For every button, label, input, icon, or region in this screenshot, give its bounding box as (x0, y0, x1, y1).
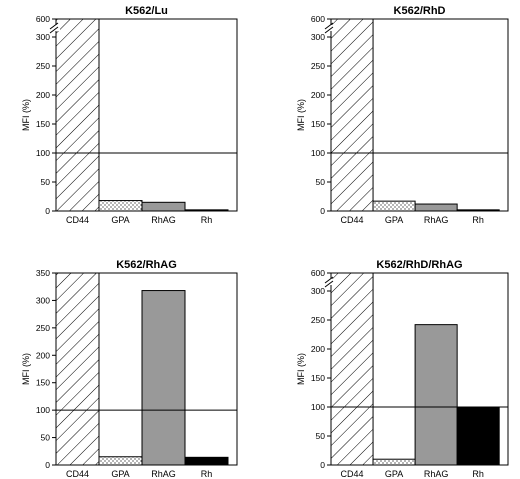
bar-gpa (98, 200, 143, 212)
y-tick-label: 250 (36, 323, 50, 333)
y-tick-label: 300 (311, 32, 325, 42)
chart-panel-1: K562/Lu CD44 GPA RhAG Rh 0 50 100 150 200 250 300 60… (21, 5, 238, 225)
category-label: RhAG (424, 215, 449, 225)
y-tick-label: 0 (320, 206, 325, 216)
axis-break-mark (49, 22, 59, 30)
y-tick-label: 300 (36, 295, 50, 305)
bar-rhag (141, 290, 186, 466)
plot-frame (330, 272, 509, 466)
plot-frame (55, 18, 238, 212)
bar-gpa (98, 456, 143, 466)
y-tick-label: 250 (311, 61, 325, 71)
category-label: GPA (111, 469, 129, 479)
y-tick-label: 0 (45, 460, 50, 470)
category-label: GPA (385, 215, 403, 225)
chart-panel-3: K562/RhAG CD44 GPA RhAG Rh 0 50 100 150 200 250 300… (21, 259, 238, 479)
axis-break-mark (324, 26, 334, 34)
category-label: RhAG (151, 215, 176, 225)
y-tick-label: 200 (311, 90, 325, 100)
y-tick-label: 600 (311, 14, 325, 24)
chart-title: K562/RhAG (116, 259, 177, 271)
bar-cd44 (330, 272, 374, 466)
y-tick-label: 0 (45, 206, 50, 216)
y-tick-label: 150 (311, 119, 325, 129)
plot-frame (330, 18, 509, 212)
category-label: GPA (111, 215, 129, 225)
bar-cd44 (55, 272, 100, 466)
chart-title: K562/RhD (394, 5, 446, 17)
bar-gpa (372, 458, 416, 466)
bar-gpa (372, 200, 416, 212)
y-axis-label: MFI (%) (21, 99, 31, 131)
y-tick-label: 250 (311, 315, 325, 325)
y-axis-label: MFI (%) (296, 99, 306, 131)
axis-break-mark (324, 276, 334, 284)
y-tick-label: 200 (311, 344, 325, 354)
category-label: Rh (472, 469, 484, 479)
axis-break-mark (49, 26, 59, 34)
category-label: RhAG (424, 469, 449, 479)
category-label: Rh (201, 469, 213, 479)
y-tick-label: 100 (311, 402, 325, 412)
bar-cd44 (330, 18, 374, 212)
category-label: Rh (201, 215, 213, 225)
y-tick-label: 300 (311, 286, 325, 296)
bar-rh (184, 456, 229, 466)
y-axis-label: MFI (%) (21, 353, 31, 385)
y-tick-label: 50 (41, 177, 51, 187)
category-label: CD44 (341, 215, 364, 225)
y-tick-label: 100 (36, 405, 50, 415)
category-label: CD44 (341, 469, 364, 479)
y-tick-label: 250 (36, 61, 50, 71)
bar-rh (456, 406, 500, 466)
axis-break-mark (324, 280, 334, 288)
y-tick-label: 600 (311, 268, 325, 278)
y-tick-label: 50 (316, 177, 326, 187)
category-label: CD44 (66, 469, 89, 479)
y-tick-label: 150 (36, 119, 50, 129)
category-label: RhAG (151, 469, 176, 479)
y-tick-label: 200 (36, 90, 50, 100)
bar-cd44 (55, 18, 100, 212)
y-tick-label: 150 (36, 378, 50, 388)
chart-title: K562/RhD/RhAG (376, 259, 462, 271)
bar-rhag (141, 201, 186, 212)
plot-frame (55, 272, 238, 466)
y-tick-label: 350 (36, 268, 50, 278)
axis-break-mark (324, 22, 334, 30)
y-tick-label: 300 (36, 32, 50, 42)
chart-panel-2: K562/RhD CD44 GPA RhAG Rh 0 50 100 150 200 250 300 6… (296, 5, 509, 225)
category-label: CD44 (66, 215, 89, 225)
y-tick-label: 600 (36, 14, 50, 24)
category-label: Rh (472, 215, 484, 225)
y-tick-label: 150 (311, 373, 325, 383)
y-axis-label: MFI (%) (296, 353, 306, 385)
y-tick-label: 0 (320, 460, 325, 470)
y-tick-label: 200 (36, 350, 50, 360)
y-tick-label: 50 (41, 433, 51, 443)
y-tick-label: 100 (36, 148, 50, 158)
bar-rhag (414, 203, 458, 212)
y-tick-label: 100 (311, 148, 325, 158)
chart-title: K562/Lu (125, 5, 168, 17)
bar-rhag (414, 324, 458, 466)
y-tick-label: 50 (316, 431, 326, 441)
category-label: GPA (385, 469, 403, 479)
chart-panel-4: K562/RhD/RhAG CD44 GPA RhAG Rh 0 50 100 150 200 25… (296, 259, 509, 479)
